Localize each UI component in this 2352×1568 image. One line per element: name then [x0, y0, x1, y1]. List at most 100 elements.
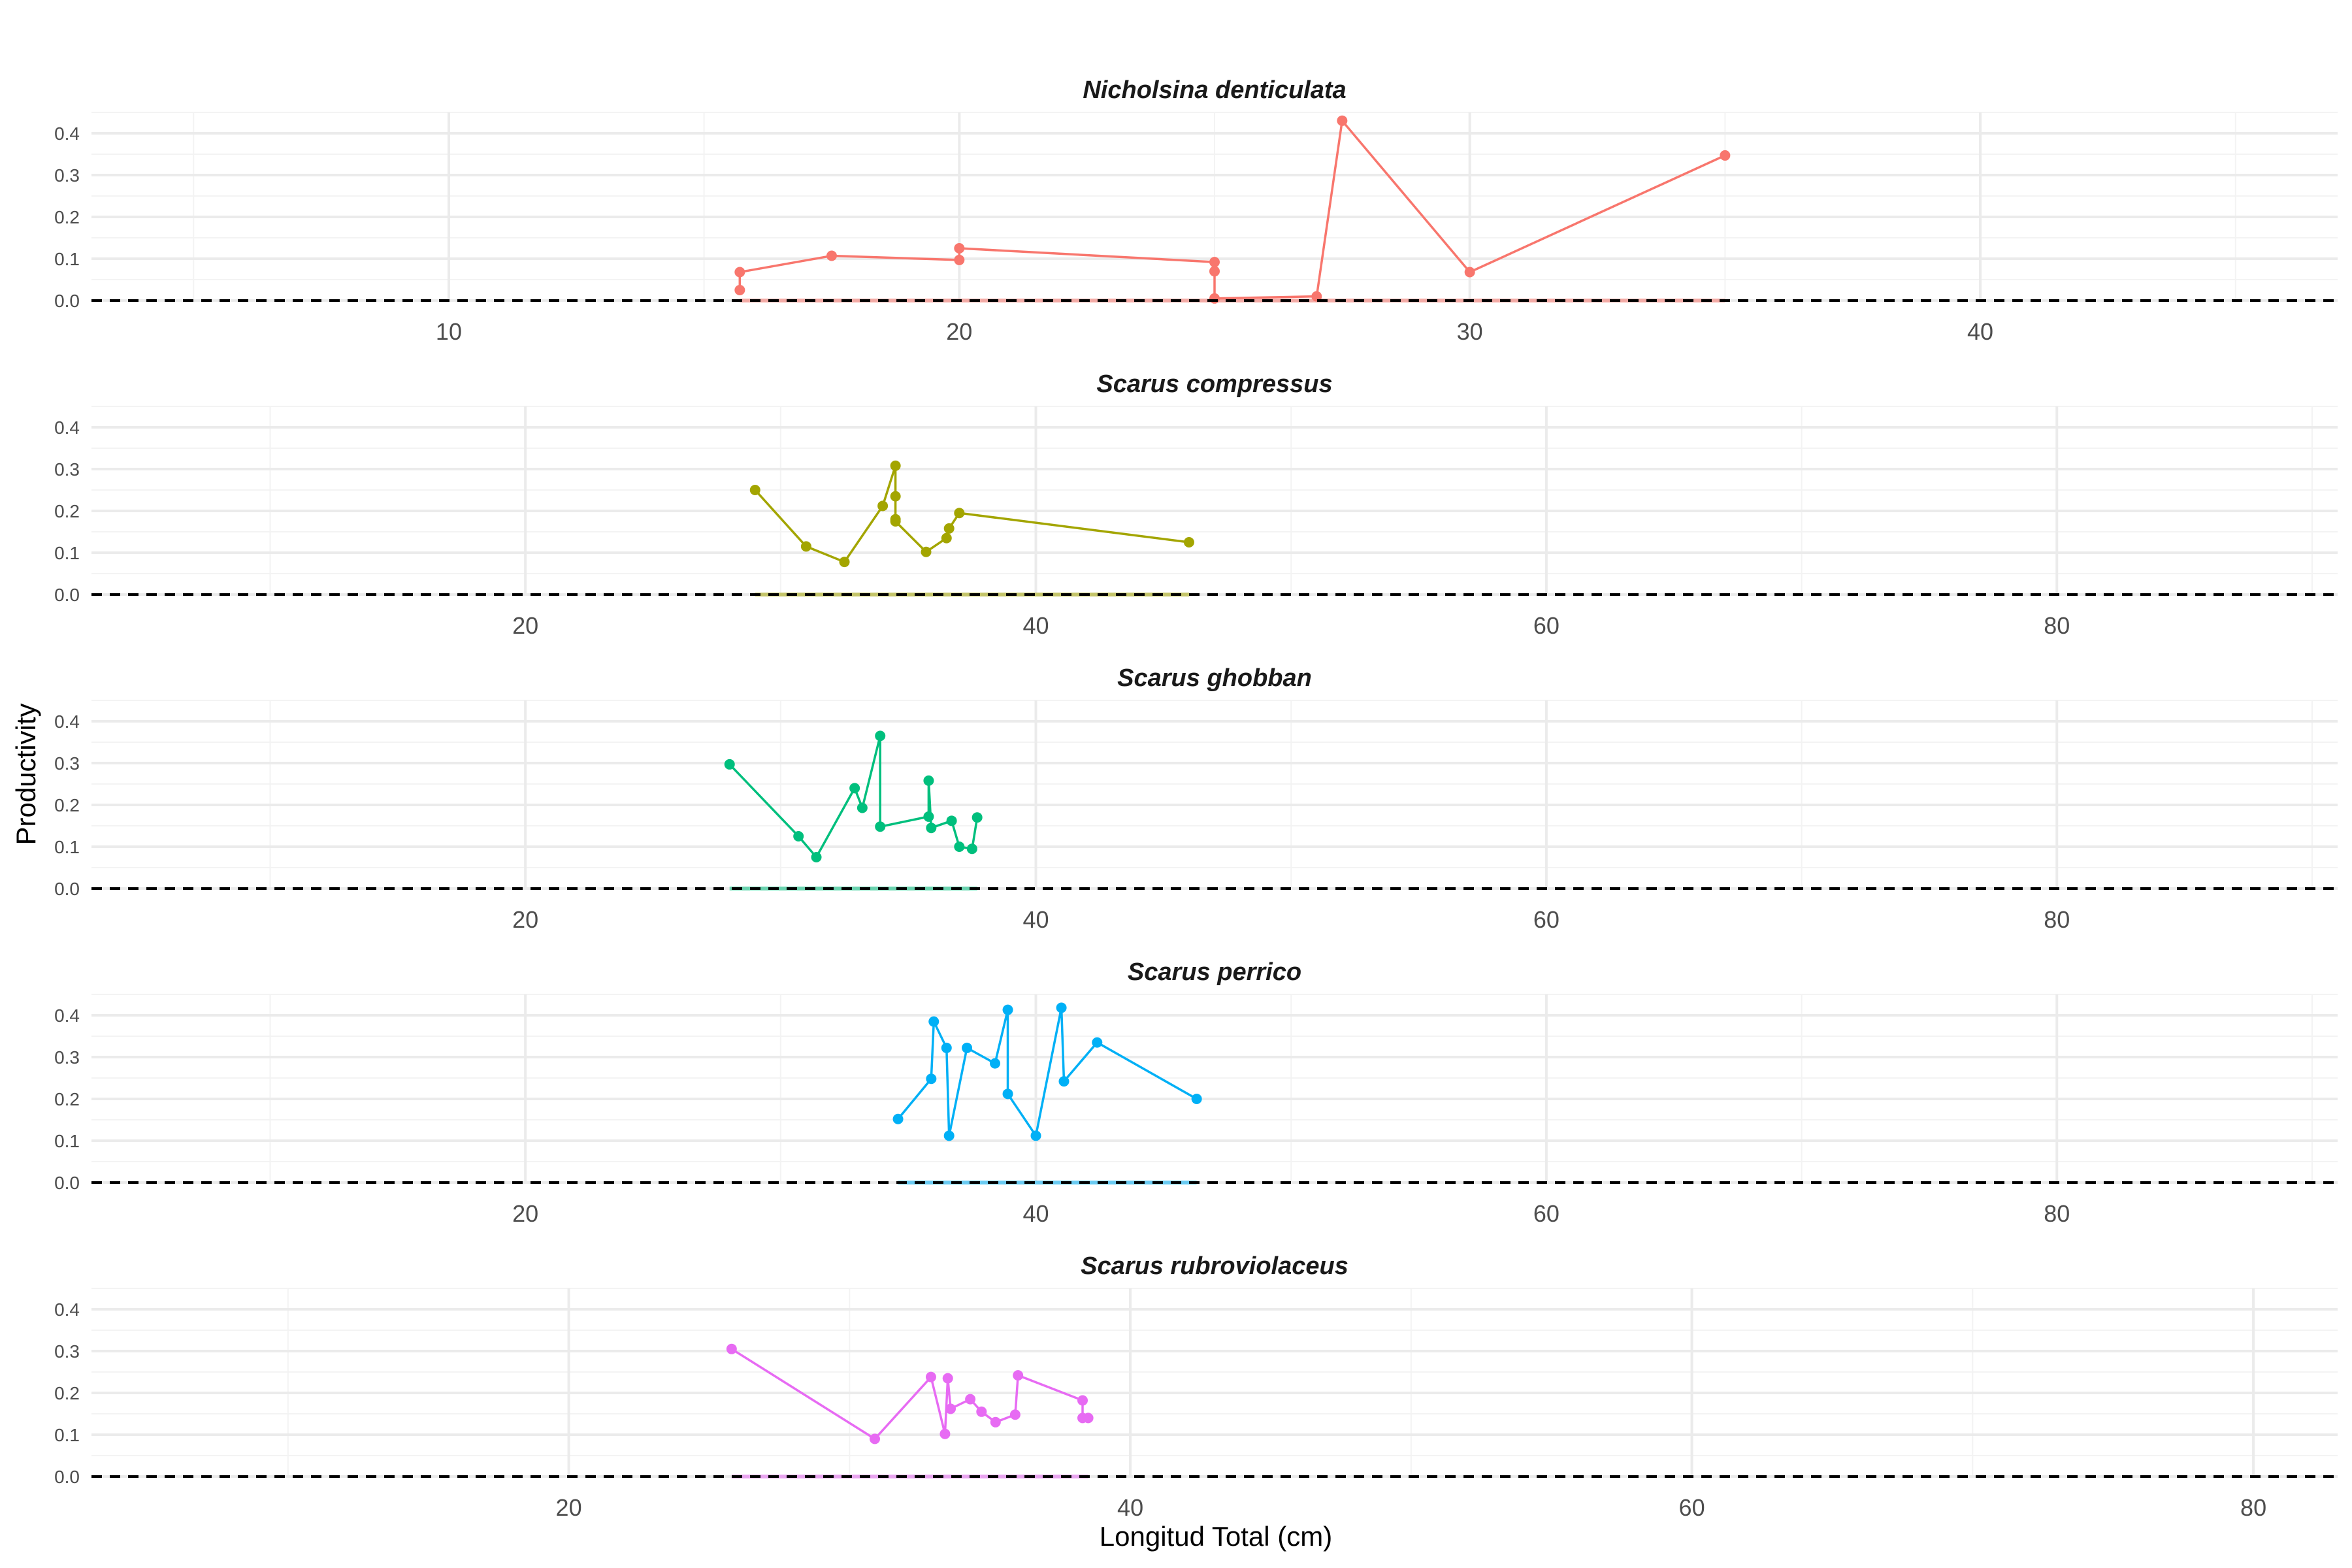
- data-point: [1337, 115, 1348, 126]
- series-line: [738, 118, 1726, 300]
- y-tick-label: 0.0: [54, 879, 80, 899]
- data-point: [954, 508, 965, 519]
- y-tick-label: 0.4: [54, 417, 80, 438]
- x-tick-label: 30: [1457, 318, 1483, 345]
- data-point: [734, 285, 745, 295]
- y-tick-label: 0.1: [54, 543, 80, 563]
- x-tick-label: 10: [436, 318, 462, 345]
- x-tick-label: 20: [946, 318, 972, 345]
- x-tick-label: 20: [512, 906, 538, 933]
- data-point: [954, 254, 965, 265]
- data-point: [1077, 1395, 1088, 1406]
- x-tick-label: 60: [1533, 1200, 1560, 1227]
- data-point: [875, 821, 886, 832]
- data-point: [1058, 1076, 1070, 1087]
- data-point: [1720, 150, 1731, 161]
- data-point: [923, 775, 934, 786]
- data-point: [972, 812, 983, 823]
- y-tick-label: 0.1: [54, 837, 80, 857]
- y-tick-label: 0.2: [54, 207, 80, 227]
- data-point: [966, 843, 977, 855]
- data-point: [990, 1416, 1001, 1428]
- data-point: [941, 1042, 952, 1053]
- data-point: [1092, 1037, 1103, 1048]
- data-point: [1191, 1094, 1202, 1104]
- data-point: [1009, 1409, 1021, 1420]
- series-line: [897, 1007, 1198, 1139]
- data-point: [1083, 1413, 1094, 1424]
- x-tick-label: 80: [2044, 612, 2070, 639]
- x-tick-label: 60: [1679, 1494, 1705, 1521]
- data-point: [857, 802, 868, 813]
- data-point: [954, 243, 965, 253]
- facet-panel: 0.0 0.1 0.2 0.3 0.4 20 40 60 80 Scarus ghobban: [54, 664, 2338, 933]
- facet-panel: 0.0 0.1 0.2 0.3 0.4 20 40 60 80 Scarus perrico: [54, 958, 2338, 1227]
- data-point: [1209, 266, 1220, 277]
- y-tick-label: 0.0: [54, 291, 80, 311]
- y-tick-label: 0.0: [54, 1173, 80, 1193]
- y-tick-label: 0.3: [54, 1341, 80, 1362]
- x-tick-label: 20: [512, 612, 538, 639]
- y-tick-label: 0.0: [54, 585, 80, 605]
- data-point: [1209, 257, 1220, 268]
- facet-panel: 0.0 0.1 0.2 0.3 0.4 10 20 30 40 Nicholsina dentic…: [54, 76, 2338, 345]
- x-tick-label: 40: [1022, 906, 1049, 933]
- data-point: [1056, 1002, 1067, 1013]
- data-point: [890, 491, 901, 502]
- y-tick-label: 0.2: [54, 501, 80, 521]
- y-tick-label: 0.4: [54, 1299, 80, 1320]
- y-tick-label: 0.3: [54, 753, 80, 774]
- data-point: [890, 516, 901, 527]
- y-tick-label: 0.4: [54, 123, 80, 144]
- series-line: [728, 735, 979, 860]
- x-tick-label: 40: [1022, 1200, 1049, 1227]
- data-point: [849, 783, 860, 794]
- y-tick-label: 0.3: [54, 459, 80, 480]
- facet-panel: 0.0 0.1 0.2 0.3 0.4 20 40 60 80 Scarus compressus: [54, 370, 2338, 639]
- x-tick-label: 60: [1533, 906, 1560, 933]
- data-point: [923, 811, 934, 822]
- x-tick-label: 80: [2044, 906, 2070, 933]
- data-point: [826, 250, 837, 261]
- y-tick-label: 0.1: [54, 249, 80, 269]
- data-point: [921, 546, 932, 557]
- facet-title: Scarus compressus: [1096, 370, 1332, 398]
- data-point: [793, 831, 804, 841]
- x-tick-label: 80: [2044, 1200, 2070, 1227]
- facet-panel: 0.0 0.1 0.2 0.3 0.4 20 40 60 80 Scarus rubroviola…: [54, 1252, 2338, 1521]
- data-point: [943, 1130, 955, 1141]
- x-tick-label: 60: [1533, 612, 1560, 639]
- x-tick-label: 40: [1117, 1494, 1143, 1521]
- data-point: [877, 500, 889, 512]
- data-point: [965, 1394, 976, 1405]
- series-line: [754, 465, 1190, 564]
- data-point: [749, 485, 760, 495]
- facet-title: Scarus perrico: [1128, 958, 1301, 986]
- y-tick-label: 0.3: [54, 1047, 80, 1068]
- data-point: [734, 267, 745, 278]
- data-point: [870, 1433, 881, 1445]
- data-point: [1030, 1130, 1041, 1141]
- data-point: [925, 1371, 936, 1382]
- data-point: [942, 1373, 953, 1384]
- x-tick-label: 20: [556, 1494, 582, 1521]
- y-tick-label: 0.1: [54, 1131, 80, 1151]
- y-tick-label: 0.4: [54, 1005, 80, 1026]
- data-point: [928, 1016, 939, 1027]
- data-point: [892, 1113, 904, 1124]
- y-tick-label: 0.2: [54, 1383, 80, 1403]
- data-point: [1183, 537, 1194, 547]
- data-point: [1464, 267, 1475, 278]
- data-point: [800, 541, 811, 552]
- x-tick-label: 40: [1022, 612, 1049, 639]
- x-tick-label: 20: [512, 1200, 538, 1227]
- data-point: [990, 1058, 1001, 1069]
- data-point: [1002, 1004, 1013, 1015]
- facet-title: Scarus ghobban: [1117, 664, 1312, 692]
- x-tick-label: 80: [2240, 1494, 2266, 1521]
- y-tick-label: 0.0: [54, 1467, 80, 1487]
- data-point: [1209, 293, 1220, 304]
- x-axis-title: Longitud Total (cm): [1100, 1521, 1332, 1552]
- data-point: [1311, 291, 1322, 302]
